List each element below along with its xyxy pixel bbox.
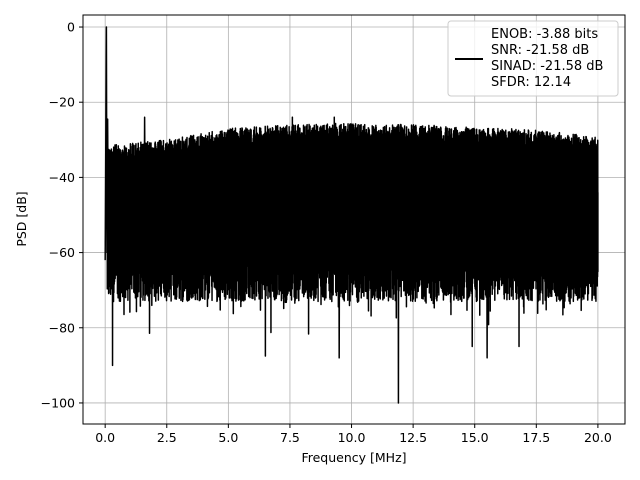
y-tick-label: 0 bbox=[67, 20, 75, 35]
x-tick-label: 7.5 bbox=[280, 430, 300, 445]
x-axis-ticks: 0.0 2.5 5.0 7.5 10.0 12.5 15.0 17.5 20.0 bbox=[95, 424, 612, 445]
axes-frame bbox=[82, 14, 626, 425]
y-tick-label: −20 bbox=[49, 95, 75, 110]
legend-line-sfdr: SFDR: 12.14 bbox=[491, 75, 571, 90]
x-tick-label: 5.0 bbox=[218, 430, 238, 445]
x-tick-label: 10.0 bbox=[338, 430, 366, 445]
psd-series-line bbox=[104, 26, 599, 404]
plot-area bbox=[104, 26, 599, 404]
y-tick-label: −60 bbox=[49, 245, 75, 260]
legend-line-snr: SNR: -21.58 dB bbox=[491, 43, 589, 58]
y-tick-label: −80 bbox=[49, 320, 75, 335]
y-tick-label: −100 bbox=[41, 395, 75, 410]
y-axis-label: PSD [dB] bbox=[14, 191, 29, 246]
x-axis-label: Frequency [MHz] bbox=[301, 450, 406, 465]
x-tick-label: 20.0 bbox=[584, 430, 612, 445]
x-tick-label: 15.0 bbox=[461, 430, 489, 445]
legend-line-enob: ENOB: -3.88 bits bbox=[491, 27, 598, 42]
legend-line-sinad: SINAD: -21.58 dB bbox=[491, 59, 603, 74]
x-tick-label: 0.0 bbox=[95, 430, 115, 445]
legend-box bbox=[447, 20, 619, 97]
x-tick-label: 17.5 bbox=[522, 430, 550, 445]
legend: ENOB: -3.88 bits SNR: -21.58 dB SINAD: -… bbox=[447, 20, 619, 97]
y-axis-ticks: 0 −20 −40 −60 −80 −100 bbox=[41, 20, 83, 410]
y-tick-label: −40 bbox=[49, 170, 75, 185]
x-tick-label: 2.5 bbox=[157, 430, 177, 445]
x-tick-label: 12.5 bbox=[399, 430, 427, 445]
